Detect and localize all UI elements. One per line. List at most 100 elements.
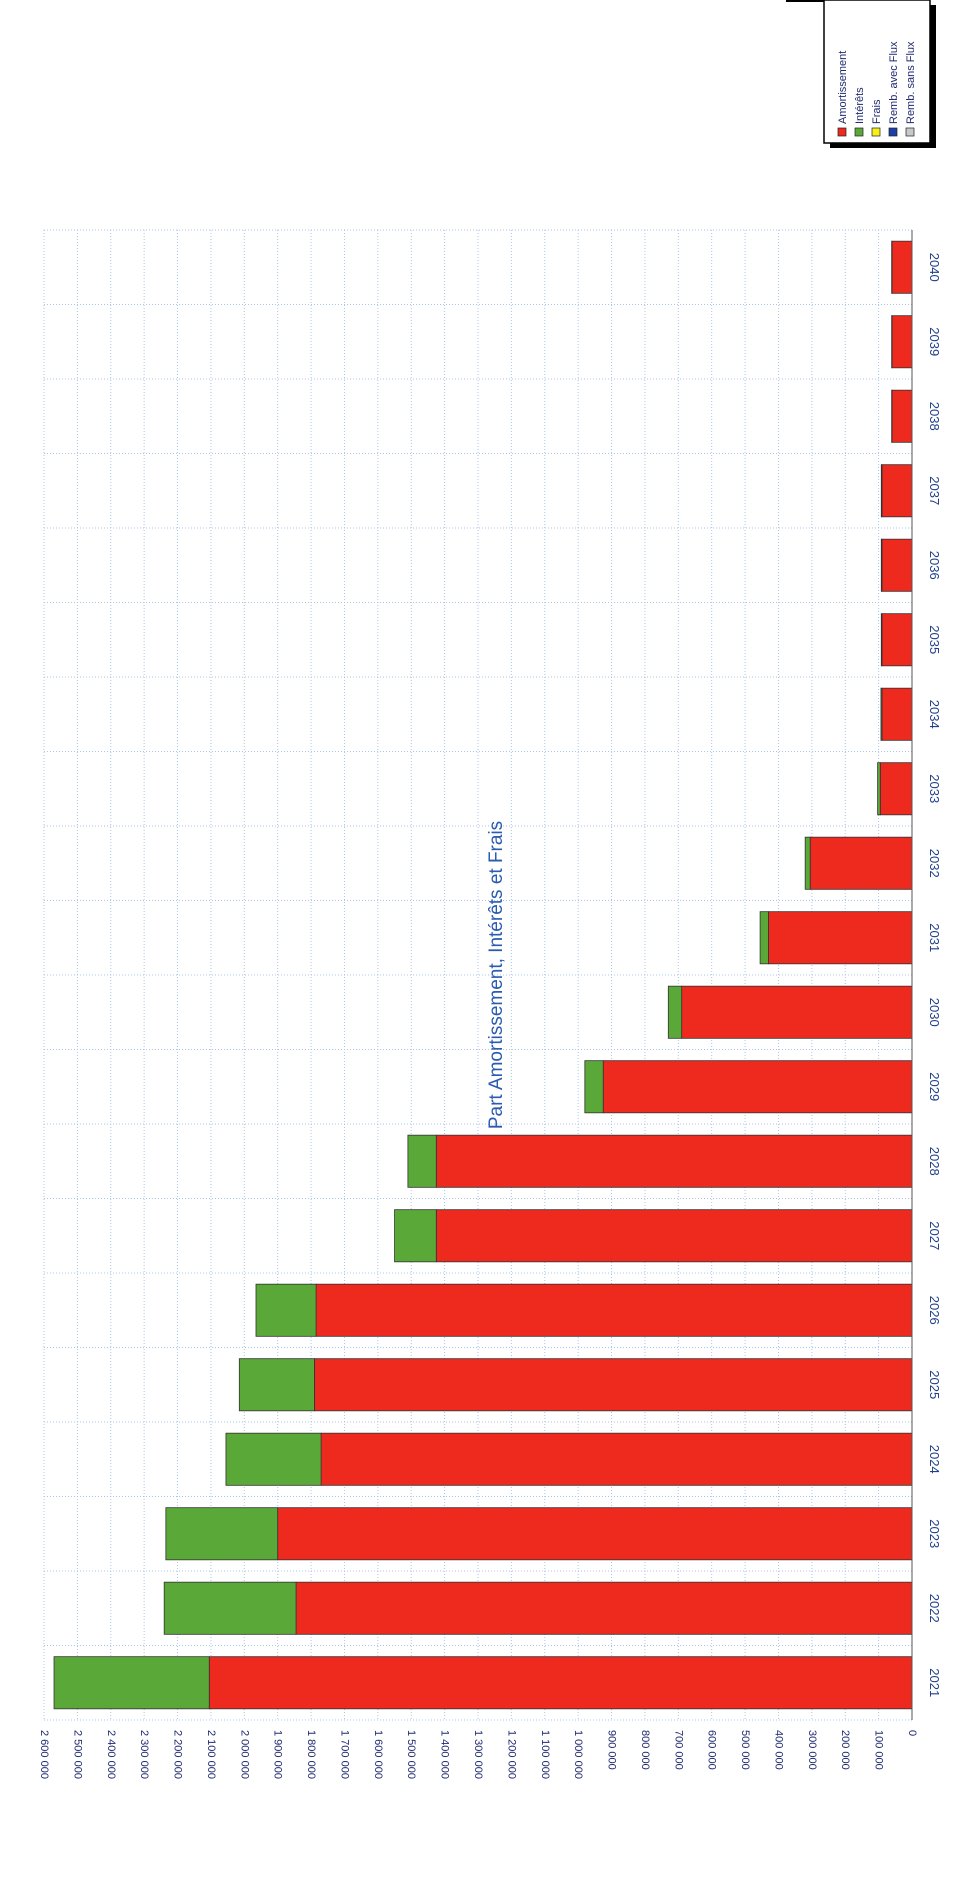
value-tick-label: 1 700 000 <box>338 1730 350 1779</box>
value-tick-label: 600 000 <box>706 1730 718 1770</box>
category-tick-label: 2025 <box>927 1370 942 1399</box>
bar-segment <box>881 538 913 592</box>
bar-segment <box>435 1209 913 1263</box>
legend-entry-label: Frais <box>871 99 883 124</box>
bar-segment <box>881 464 913 518</box>
legend-box <box>823 0 931 144</box>
legend-entry-label: Amortissement <box>837 51 849 124</box>
category-tick-label: 2039 <box>927 327 942 356</box>
category-tick-label: 2034 <box>927 700 942 729</box>
category-tick-label: 2021 <box>927 1668 942 1697</box>
legend: Amortissement Intérêts Frais Remb. avec Flu… <box>823 0 936 148</box>
value-tick-label: 2 300 000 <box>138 1730 150 1779</box>
bar-segment <box>879 762 913 816</box>
value-tick-label: 700 000 <box>672 1730 684 1770</box>
bar-segment <box>315 1283 913 1337</box>
value-tick-label: 2 200 000 <box>172 1730 184 1779</box>
value-tick-label: 1 000 000 <box>572 1730 584 1779</box>
category-tick-label: 2024 <box>927 1445 942 1474</box>
bar-segment <box>238 1358 315 1412</box>
bar-segment <box>394 1209 437 1263</box>
bar-segment <box>165 1507 279 1561</box>
value-tick-label: 400 000 <box>772 1730 784 1770</box>
bar-segment <box>602 1060 913 1114</box>
legend-swatch <box>871 127 881 137</box>
bar-segment <box>53 1656 210 1710</box>
category-tick-label: 2038 <box>927 402 942 431</box>
category-tick-label: 2023 <box>927 1519 942 1548</box>
value-tick-label: 1 800 000 <box>305 1730 317 1779</box>
bar-segment <box>407 1134 437 1188</box>
value-tick-label: 300 000 <box>806 1730 818 1770</box>
category-tick-label: 2027 <box>927 1221 942 1250</box>
bar-segment <box>759 911 769 965</box>
category-tick-label: 2040 <box>927 253 942 282</box>
value-tick-label: 1 300 000 <box>472 1730 484 1779</box>
value-tick-labels: 0 100 000 200 000 300 000 400 000 500 000 600 … <box>38 1730 918 1779</box>
category-tick-label: 2026 <box>927 1296 942 1325</box>
legend-swatch <box>837 127 847 137</box>
bar-segment <box>208 1656 913 1710</box>
bar-segment <box>891 315 913 369</box>
category-tick-label: 2035 <box>927 625 942 654</box>
value-tick-label: 1 200 000 <box>505 1730 517 1779</box>
value-tick-label: 1 600 000 <box>372 1730 384 1779</box>
legend-swatch <box>854 127 864 137</box>
bar-segment <box>255 1283 317 1337</box>
value-tick-label: 1 900 000 <box>272 1730 284 1779</box>
value-tick-label: 0 <box>906 1730 918 1736</box>
bar-segment <box>880 464 883 518</box>
category-tick-label: 2022 <box>927 1594 942 1623</box>
bar-segment <box>809 836 913 890</box>
value-tick-label: 900 000 <box>606 1730 618 1770</box>
bars <box>53 240 913 1710</box>
legend-swatch <box>888 127 898 137</box>
value-tick-label: 1 100 000 <box>539 1730 551 1779</box>
category-tick-label: 2030 <box>927 998 942 1027</box>
value-tick-label: 2 500 000 <box>71 1730 83 1779</box>
bar-segment <box>225 1432 322 1486</box>
category-tick-label: 2032 <box>927 849 942 878</box>
value-tick-label: 200 000 <box>839 1730 851 1770</box>
category-tick-label: 2037 <box>927 476 942 505</box>
bar-segment <box>768 911 913 965</box>
category-tick-label: 2029 <box>927 1072 942 1101</box>
bar-segment <box>277 1507 913 1561</box>
value-tick-label: 1 400 000 <box>439 1730 451 1779</box>
value-tick-label: 800 000 <box>639 1730 651 1770</box>
value-tick-label: 1 500 000 <box>405 1730 417 1779</box>
gridlines <box>43 229 913 1721</box>
bar-segment <box>880 613 883 667</box>
value-tick-label: 500 000 <box>739 1730 751 1770</box>
bar-segment <box>314 1358 913 1412</box>
bar-segment <box>435 1134 913 1188</box>
bar-segment <box>804 836 811 890</box>
legend-entry-label: Intérêts <box>854 87 866 124</box>
legend-entry-label: Remb. sans Flux <box>905 41 917 124</box>
value-tick-label: 2 100 000 <box>205 1730 217 1779</box>
category-tick-label: 2028 <box>927 1147 942 1176</box>
category-tick-labels: 2021 2022 2023 2024 2025 2026 2027 2028 2029 2030… <box>927 253 942 1697</box>
bar-segment <box>891 389 913 443</box>
bar-segment <box>584 1060 604 1114</box>
value-tick-label: 2 600 000 <box>38 1730 50 1779</box>
bar-segment <box>891 240 913 294</box>
value-tick-label: 2 400 000 <box>105 1730 117 1779</box>
bar-segment <box>163 1581 297 1635</box>
bar-segment <box>877 762 881 816</box>
chart-title: Part Amortissement, Intérêts et Frais <box>486 821 507 1129</box>
category-tick-label: 2031 <box>927 923 942 952</box>
category-tick-label: 2036 <box>927 551 942 580</box>
bar-segment <box>681 985 913 1039</box>
value-tick-label: 2 000 000 <box>238 1730 250 1779</box>
legend-entry-label: Remb. avec Flux <box>888 41 900 124</box>
bar-segment <box>320 1432 913 1486</box>
value-tick-label: 100 000 <box>873 1730 885 1770</box>
bar-segment <box>880 538 883 592</box>
bar-segment <box>881 687 913 741</box>
category-tick-label: 2033 <box>927 774 942 803</box>
bar-segment <box>880 687 883 741</box>
legend-swatch <box>905 127 915 137</box>
bar-segment <box>295 1581 913 1635</box>
